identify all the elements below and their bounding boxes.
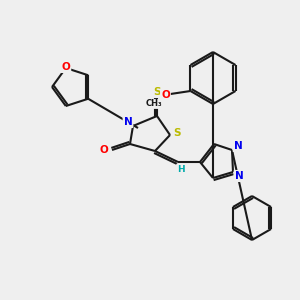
Text: CH₃: CH₃ xyxy=(145,100,162,109)
Text: O: O xyxy=(61,62,70,72)
Text: S: S xyxy=(173,128,181,138)
Text: O: O xyxy=(100,145,108,155)
Text: N: N xyxy=(124,117,132,127)
Text: N: N xyxy=(234,141,242,151)
Text: O: O xyxy=(161,90,170,100)
Text: N: N xyxy=(235,171,243,181)
Text: S: S xyxy=(153,87,161,97)
Text: H: H xyxy=(177,164,185,173)
